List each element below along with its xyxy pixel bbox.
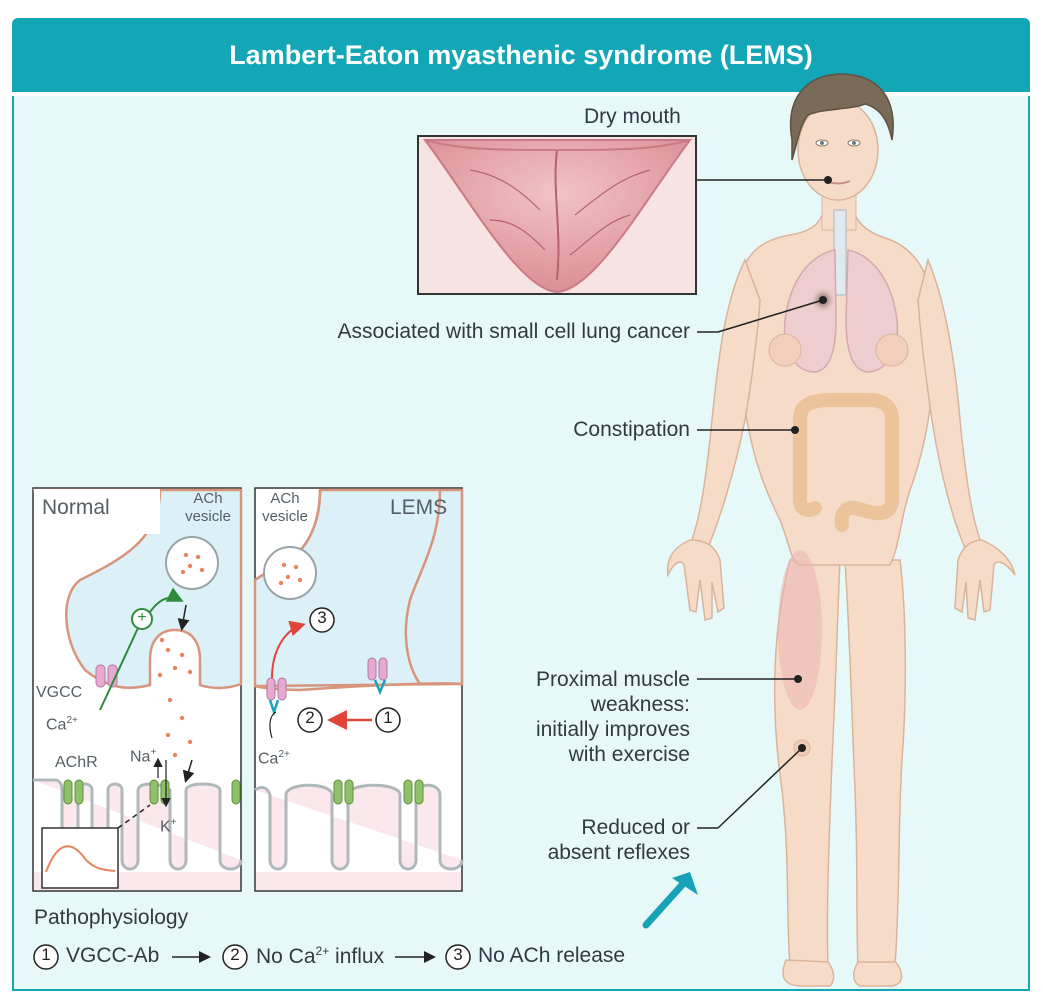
k-sup: +: [170, 817, 177, 828]
dry-mouth-image: [417, 135, 697, 295]
normal-synapse-panel: [32, 487, 243, 892]
human-figure: [666, 73, 1016, 987]
path-step-2: No Ca2+ influx: [256, 944, 384, 969]
path-step-2-a: No Ca: [256, 945, 316, 968]
normal-ca-sup: 2+: [66, 715, 78, 726]
lems-vesicle-line-1: ACh: [270, 490, 300, 507]
weakness-line-3: initially improves: [535, 718, 690, 741]
label-lung-cancer: Associated with small cell lung cancer: [337, 320, 691, 343]
leader-lines: [697, 179, 828, 829]
right-foot: [853, 961, 903, 987]
label-constipation: Constipation: [573, 418, 690, 441]
lems-ca-label: Ca2+: [258, 746, 290, 768]
weakness-line-2: weakness:: [590, 693, 690, 716]
lems-vesicle-label: ACh vesicle: [255, 490, 315, 526]
weakness-line-4: with exercise: [568, 743, 690, 766]
path-step-1-num: 1: [41, 945, 51, 964]
normal-vesicle-label: ACh vesicle: [178, 490, 238, 526]
lems-step-1: 1: [383, 708, 393, 727]
normal-panel-title: Normal: [42, 496, 110, 519]
k-text: K: [160, 818, 171, 836]
label-reflexes: Reduced or absent reflexes: [548, 815, 690, 865]
normal-ca-label: Ca2+: [46, 712, 78, 734]
normal-ca-text: Ca: [46, 716, 67, 734]
plus-label: +: [137, 609, 147, 626]
path-step-2-sup: 2+: [315, 944, 330, 958]
na-sup: +: [150, 747, 157, 758]
weakness-line-1: Proximal muscle: [535, 668, 690, 691]
path-step-2-b: influx: [329, 945, 385, 968]
lems-synapse-panel: [253, 487, 464, 892]
lems-ca-text: Ca: [258, 750, 279, 768]
lems-panel-title: LEMS: [390, 496, 448, 519]
title-bar: Lambert-Eaton myasthenic syndrome (LEMS): [12, 18, 1030, 92]
reflex-hammer-icon: [642, 872, 698, 929]
path-step-3: No ACh release: [478, 944, 626, 967]
left-hand: [666, 539, 725, 621]
reflexes-line-1: Reduced or: [581, 816, 690, 839]
lems-vesicle-line-2: vesicle: [262, 508, 308, 525]
pathophysiology-flow: [33, 944, 471, 970]
lems-ca-sup: 2+: [278, 749, 290, 760]
left-foot: [782, 959, 835, 987]
label-proximal-weakness: Proximal muscle weakness: initially impr…: [536, 667, 690, 767]
normal-vesicle-line-1: ACh: [193, 490, 223, 507]
path-step-1: VGCC-Ab: [66, 944, 160, 967]
vgcc-label: VGCC: [36, 684, 83, 701]
right-leg: [844, 559, 907, 966]
hair: [790, 73, 894, 161]
reflexes-line-2: absent reflexes: [547, 841, 690, 864]
k-label: K+: [160, 814, 177, 836]
path-step-2-num: 2: [230, 945, 240, 964]
achr-label: AChR: [55, 754, 98, 771]
thigh-weakness: [778, 550, 822, 710]
na-label: Na+: [130, 744, 156, 766]
lems-step-3: 3: [317, 608, 327, 627]
label-dry-mouth: Dry mouth: [584, 105, 681, 128]
vgcc-channel: [95, 664, 118, 688]
normal-vesicle-line-2: vesicle: [185, 508, 231, 525]
right-hand: [954, 539, 1016, 621]
lems-step-2: 2: [305, 708, 315, 727]
path-step-3-num: 3: [453, 945, 463, 964]
colon: [793, 393, 899, 532]
page-title: Lambert-Eaton myasthenic syndrome (LEMS): [229, 40, 813, 70]
pathophysiology-heading: Pathophysiology: [34, 906, 189, 929]
na-text: Na: [130, 748, 151, 766]
